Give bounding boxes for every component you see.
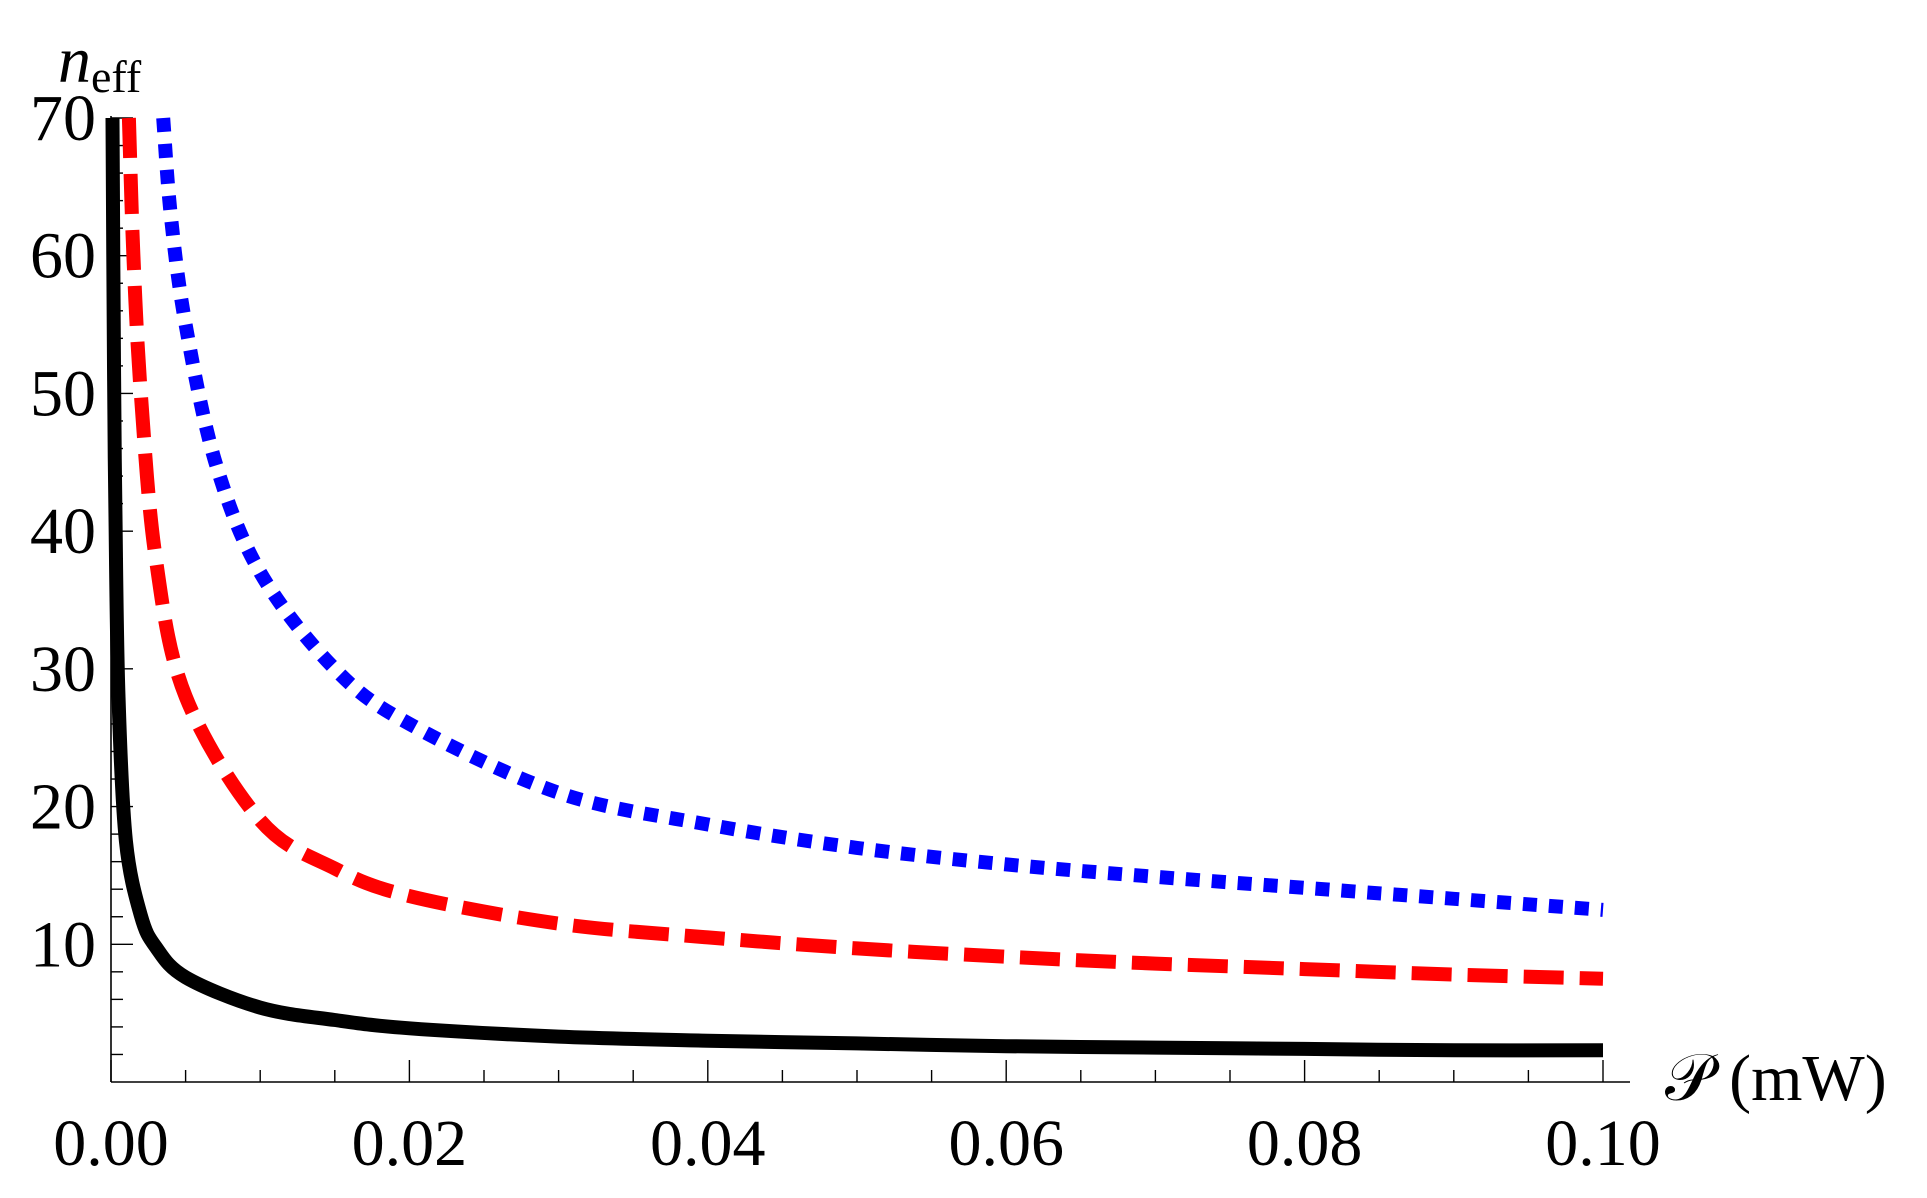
y-tick-label: 10 [30, 908, 96, 981]
y-axis-title-subscript: eff [91, 51, 142, 102]
y-tick-label: 70 [30, 82, 96, 155]
y-tick-label: 40 [30, 495, 96, 568]
series-layer [105, 117, 1604, 1058]
series-line-solid [105, 117, 1604, 1058]
x-tick-label: 0.08 [1247, 1107, 1363, 1180]
y-tick-label: 50 [30, 357, 96, 430]
labels-layer: 0.00 0.02 0.04 0.06 0.08 0.10 10 20 30 40 50 60 70 [30, 82, 1661, 1180]
x-tick-label: 0.04 [650, 1107, 766, 1180]
x-tick-label: 0.06 [948, 1107, 1064, 1180]
x-tick-label: 0.10 [1545, 1107, 1661, 1180]
y-tick-label: 20 [30, 771, 96, 844]
x-axis-title: 𝒫 (mW) [1665, 1042, 1887, 1115]
y-tick-label: 30 [30, 633, 96, 706]
x-tick-label: 0.00 [53, 1107, 169, 1180]
x-tick-label: 0.02 [352, 1107, 468, 1180]
series-line-dashed [121, 117, 1604, 986]
ticks-layer [110, 117, 1604, 1082]
y-tick-label: 60 [30, 220, 96, 293]
y-axis-title-main: n [58, 24, 91, 97]
series-line-dotted [156, 117, 1604, 917]
y-axis-title: neff [58, 24, 142, 102]
